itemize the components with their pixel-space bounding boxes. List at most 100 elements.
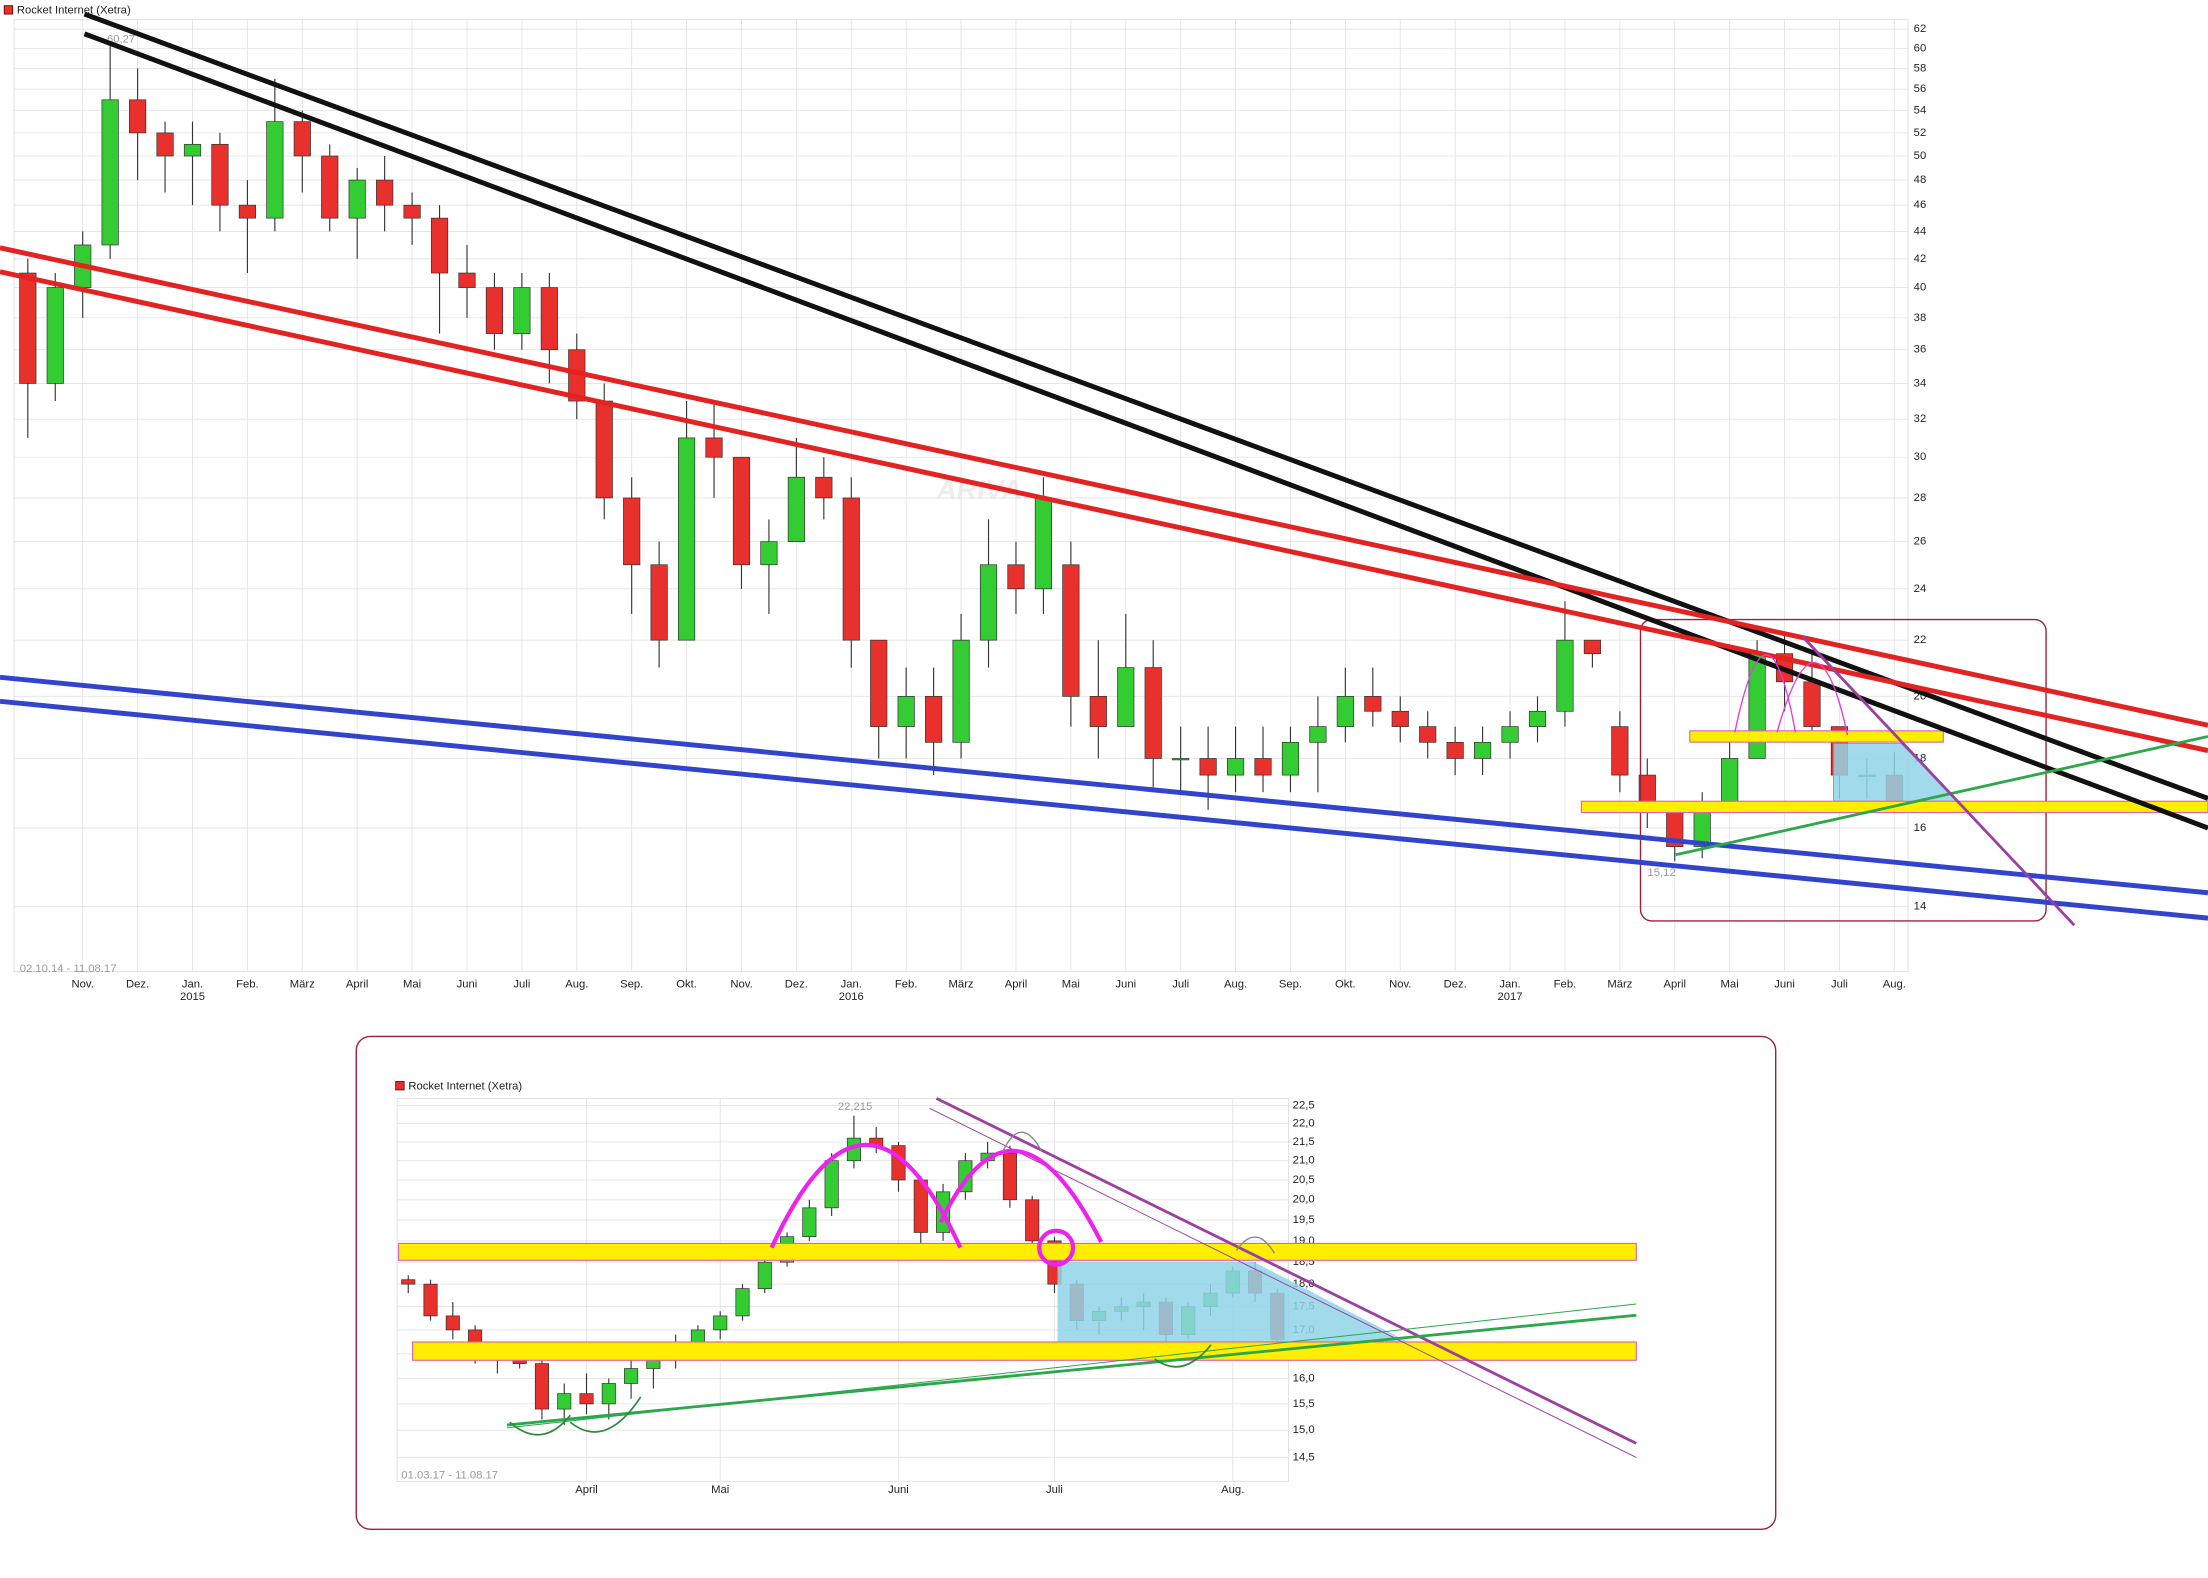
resistance-band bbox=[1689, 730, 1944, 743]
trend-line bbox=[83, 31, 2208, 831]
x-tick-label: Juli bbox=[1172, 978, 1189, 990]
min-label: 15,12 bbox=[1648, 867, 1676, 879]
x-tick-label: Jan. bbox=[841, 978, 862, 990]
y-tick-label: 21,0 bbox=[1293, 1155, 1315, 1167]
x-tick-label: Okt. bbox=[1335, 978, 1356, 990]
trend-line bbox=[0, 269, 2208, 753]
candle-body bbox=[925, 696, 943, 743]
candle-body bbox=[1034, 497, 1053, 590]
y-tick-label: 36 bbox=[1914, 344, 1927, 356]
candle-body bbox=[183, 143, 202, 157]
candle-body bbox=[445, 1315, 460, 1331]
x-tick-label: April bbox=[1005, 978, 1028, 990]
x-tick-label: Aug. bbox=[1224, 978, 1247, 990]
x-tick-label: Dez. bbox=[785, 978, 808, 990]
candle-body bbox=[1281, 741, 1300, 776]
candle-body bbox=[1254, 758, 1272, 776]
x-tick-label: Nov. bbox=[1389, 978, 1411, 990]
y-tick-label: 22,0 bbox=[1293, 1117, 1315, 1129]
candle-body bbox=[485, 287, 504, 334]
candle-body bbox=[842, 497, 860, 641]
y-tick-label: 20 bbox=[1914, 690, 1927, 702]
x-tick-label: Okt. bbox=[676, 978, 697, 990]
x-tick-label: Nov. bbox=[730, 978, 752, 990]
candle-body bbox=[677, 437, 696, 641]
candle-body bbox=[1309, 726, 1327, 743]
y-tick-label: 20,5 bbox=[1293, 1174, 1315, 1186]
year-label: 2015 bbox=[180, 991, 205, 1003]
candle-body bbox=[1446, 741, 1464, 759]
y-tick-label: 21,5 bbox=[1293, 1136, 1315, 1148]
y-tick-label: 22,5 bbox=[1293, 1099, 1315, 1111]
legend-swatch bbox=[395, 1081, 405, 1091]
y-tick-label: 54 bbox=[1914, 105, 1927, 117]
candle-body bbox=[1117, 667, 1135, 727]
candle-body bbox=[238, 204, 256, 219]
candle-body bbox=[1089, 696, 1107, 727]
x-tick-label: Sep. bbox=[1279, 978, 1302, 990]
x-tick-label: Mai bbox=[1062, 978, 1080, 990]
x-tick-label: Sep. bbox=[620, 978, 643, 990]
candle-body bbox=[403, 204, 421, 219]
trend-line bbox=[1801, 635, 2076, 927]
candle-body bbox=[1501, 726, 1519, 743]
overlays-top bbox=[0, 11, 2208, 927]
candle-body bbox=[1144, 667, 1162, 759]
candle-body bbox=[1803, 681, 1821, 727]
x-tick-label: Mai bbox=[1721, 978, 1739, 990]
resistance-band bbox=[397, 1242, 1637, 1261]
trend-line bbox=[0, 674, 2208, 896]
candle-body bbox=[540, 287, 558, 351]
y-tick-label: 14 bbox=[1914, 901, 1927, 913]
y-tick-label: 16,0 bbox=[1293, 1372, 1315, 1384]
candle-body bbox=[348, 179, 366, 219]
candle-body bbox=[824, 1160, 839, 1209]
candle-body bbox=[401, 1279, 416, 1285]
x-tick-label: Juni bbox=[1774, 978, 1795, 990]
y-tick-label: 40 bbox=[1914, 282, 1927, 294]
candle-body bbox=[1226, 758, 1245, 776]
x-tick-label: Feb. bbox=[895, 978, 918, 990]
y-tick-label: 24 bbox=[1914, 583, 1927, 595]
y-tick-label: 15,0 bbox=[1293, 1424, 1315, 1436]
triangle-zone bbox=[1057, 1261, 1409, 1342]
candle-body bbox=[1007, 564, 1025, 590]
y-tick-label: 20,0 bbox=[1293, 1194, 1315, 1206]
zoom-frame bbox=[355, 1035, 1777, 1530]
candle-body bbox=[513, 287, 531, 334]
candle-body bbox=[623, 497, 641, 566]
candle-body bbox=[624, 1368, 639, 1384]
x-tick-label: Dez. bbox=[1444, 978, 1467, 990]
triangle-zone bbox=[1833, 743, 1962, 804]
candle-body bbox=[760, 541, 778, 566]
y-tick-label: 26 bbox=[1914, 536, 1927, 548]
x-tick-label: März bbox=[290, 978, 315, 990]
candle-body bbox=[534, 1363, 549, 1410]
max-label: 22,215 bbox=[838, 1101, 872, 1113]
y-tick-label: 28 bbox=[1914, 492, 1927, 504]
y-tick-label: 19,5 bbox=[1293, 1214, 1315, 1226]
y-tick-label: 22 bbox=[1914, 634, 1927, 646]
y-tick-label: 14,5 bbox=[1293, 1451, 1315, 1463]
y-tick-label: 30 bbox=[1914, 451, 1927, 463]
candle-body bbox=[1199, 758, 1217, 776]
y-tick-label: 44 bbox=[1914, 225, 1927, 237]
x-tick-label: März bbox=[949, 978, 974, 990]
pattern-circle bbox=[1037, 1228, 1076, 1267]
overlays-bottom bbox=[397, 1097, 1637, 1458]
candle-body bbox=[101, 99, 119, 246]
candle-body bbox=[1172, 758, 1190, 761]
candle-body bbox=[601, 1383, 616, 1405]
candle-body bbox=[870, 639, 888, 727]
y-tick-label: 34 bbox=[1914, 377, 1927, 389]
year-label: 2016 bbox=[839, 991, 864, 1003]
candle-body bbox=[211, 143, 229, 206]
x-tick-label: Aug. bbox=[565, 978, 588, 990]
candle-body bbox=[1556, 639, 1574, 712]
trend-line bbox=[506, 1303, 1637, 1429]
x-tick-label: Jan. bbox=[1499, 978, 1520, 990]
y-tick-label: 52 bbox=[1914, 127, 1927, 139]
x-tick-label: Jan. bbox=[182, 978, 203, 990]
x-tick-label: April bbox=[575, 1484, 598, 1496]
